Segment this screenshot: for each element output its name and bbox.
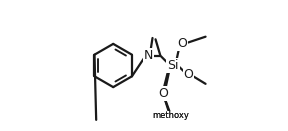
Text: O: O bbox=[184, 68, 194, 81]
Text: O: O bbox=[158, 86, 168, 100]
Text: methoxy: methoxy bbox=[152, 111, 189, 120]
Text: O: O bbox=[158, 86, 168, 100]
Text: N: N bbox=[144, 49, 153, 62]
Text: methoxy: methoxy bbox=[152, 111, 189, 120]
Text: O: O bbox=[177, 37, 187, 50]
Text: Si: Si bbox=[167, 59, 179, 72]
